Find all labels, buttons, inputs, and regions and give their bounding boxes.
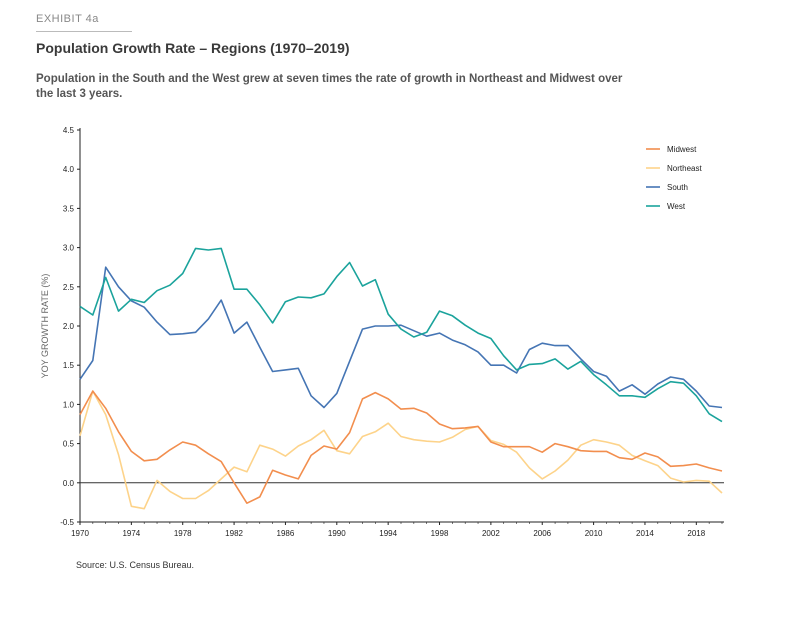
y-tick-label: 4.0 [63,165,75,174]
chart-axes: -0.5 0.0 0.5 1.0 1.5 2.0 2.5 3.0 3.5 4.0 4.5 1970 19… [60,126,724,538]
x-tick-label: 2010 [585,529,603,538]
x-tick-label: 1990 [328,529,346,538]
x-tick-label: 1974 [122,529,140,538]
exhibit-label: EXHIBIT 4a [36,13,99,25]
x-tick-label: 1970 [71,529,89,538]
y-tick-label: 2.5 [63,283,75,292]
y-tick-label: 1.0 [63,400,75,409]
x-tick-label: 2014 [636,529,654,538]
legend-label-south: South [667,183,688,192]
legend-label-west: West [667,202,686,211]
x-tick-label: 1978 [174,529,192,538]
y-tick-label: 3.5 [63,204,75,213]
x-tick-label: 1994 [379,529,397,538]
chart-subtitle: Population in the South and the West gre… [36,73,623,100]
chart-legend: Midwest Northeast South West [646,145,702,211]
chart-title: Population Growth Rate – Regions (1970–2… [36,40,350,56]
y-tick-label: 1.5 [63,361,75,370]
y-tick-label: 4.5 [63,126,75,135]
y-tick-label: 0.0 [63,479,75,488]
legend-label-midwest: Midwest [667,145,697,154]
y-axis-label: YOY GROWTH RATE (%) [40,274,50,379]
y-tick-label: 2.0 [63,322,75,331]
y-tick-label: 3.0 [63,244,75,253]
x-tick-label: 1998 [431,529,449,538]
series-line-midwest [79,390,723,505]
x-tick-label: 2002 [482,529,500,538]
legend-label-northeast: Northeast [667,164,702,173]
x-tick-label: 1986 [277,529,295,538]
x-tick-label: 1982 [225,529,243,538]
x-tick-label: 2006 [533,529,551,538]
series-line-south [79,266,723,409]
y-tick-label: 0.5 [63,440,75,449]
series-line-west [79,247,723,423]
series-line-northeast [79,390,723,510]
source-note: Source: U.S. Census Bureau. [76,560,195,570]
x-tick-label: 2018 [687,529,705,538]
y-tick-label: -0.5 [60,518,74,527]
exhibit-divider [36,31,132,32]
chart-series-lines [79,247,723,510]
